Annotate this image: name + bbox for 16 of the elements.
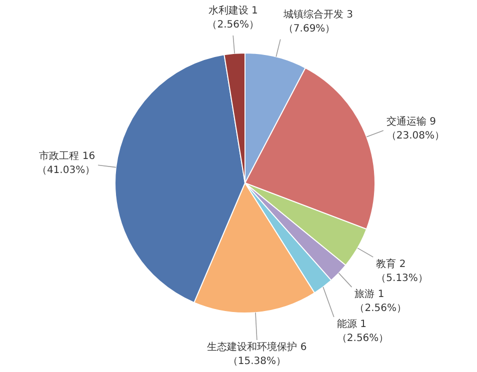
slice-label: 城镇综合开发 3 <box>282 8 353 20</box>
data-label: （2.56%） <box>207 19 259 30</box>
slice-label: 旅游 1 <box>354 288 384 300</box>
data-label: （15.38%） <box>228 356 286 367</box>
data-label: （2.56%） <box>354 303 406 314</box>
slice-label: 市政工程 16 <box>39 150 96 162</box>
slice-label: 交通运输 9 <box>386 116 436 128</box>
slice-label: 能源 1 <box>336 318 366 330</box>
data-label: （7.69%） <box>283 23 336 34</box>
slice-label: 水利建设 1 <box>208 4 258 16</box>
slice-label: 教育 2 <box>376 258 406 270</box>
slice-label: 生态建设和环境保护 6 <box>207 341 307 353</box>
data-label: （41.03%） <box>36 165 96 176</box>
data-label: （2.56%） <box>336 333 389 344</box>
data-label: （23.08%） <box>386 130 445 142</box>
data-label: （5.13%） <box>376 273 428 284</box>
